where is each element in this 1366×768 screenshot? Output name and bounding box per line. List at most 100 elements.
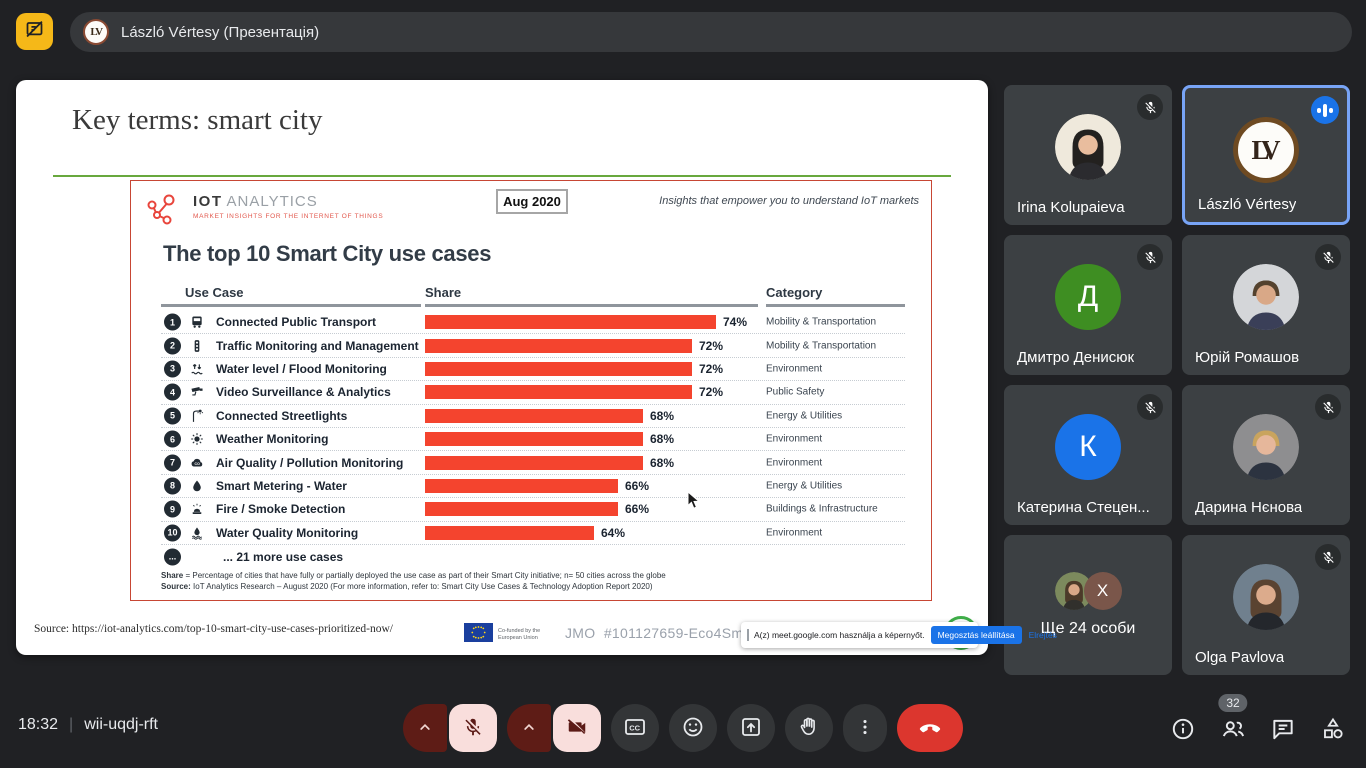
participant-tile[interactable]: К Катерина Стецен...: [1004, 385, 1172, 525]
col-category: Category: [766, 285, 823, 300]
chat-panel-button[interactable]: [1270, 716, 1296, 742]
avatar: [1233, 264, 1299, 330]
svg-text:CO: CO: [195, 462, 201, 466]
water-quality-icon: [190, 526, 204, 540]
more-participants-tile[interactable]: X Ще 24 особи: [1004, 535, 1172, 675]
share-value: 68%: [650, 408, 675, 423]
reactions-button[interactable]: [669, 704, 717, 752]
use-case-label: Water level / Flood Monitoring: [216, 361, 387, 376]
presenter-pill[interactable]: LV László Vértesy (Презентація): [70, 12, 1352, 52]
participant-tile[interactable]: Юрій Ромашов: [1182, 235, 1350, 375]
more-options-button[interactable]: [843, 704, 887, 752]
category-label: Energy & Utilities: [766, 480, 843, 492]
meeting-panels: 32: [1170, 694, 1346, 742]
meeting-code: wii-uqdj-rft: [84, 716, 158, 733]
use-case-label: Air Quality / Pollution Monitoring: [216, 455, 404, 470]
camera-off-icon: [566, 716, 588, 741]
avatar: LV: [1233, 117, 1299, 183]
share-bar: [425, 338, 692, 353]
iot-analytics-chart: IOT ANALYTICS MARKET INSIGHTS FOR THE INT…: [130, 180, 932, 601]
weather-icon: [190, 432, 204, 446]
category-label: Environment: [766, 457, 823, 469]
activities-button[interactable]: [1320, 716, 1346, 742]
screen-share-notification: A(z) meet.google.com használja a képerny…: [741, 622, 1057, 648]
hand-icon: [797, 715, 821, 742]
use-case-label: Water Quality Monitoring: [216, 525, 359, 540]
project-reference: JMO #101127659-Eco4Smart: [565, 625, 761, 641]
mic-muted-button[interactable]: [449, 704, 497, 752]
camera-off-button[interactable]: [553, 704, 601, 752]
clock: 18:32: [18, 716, 59, 733]
use-case-label: Fire / Smoke Detection: [216, 502, 346, 517]
participant-tile[interactable]: Olga Pavlova: [1182, 535, 1350, 675]
rank-badge: 1: [164, 313, 181, 331]
category-label: Environment: [766, 433, 823, 445]
more-vert-icon: [854, 716, 876, 741]
captions-button[interactable]: CC: [611, 704, 659, 752]
mic-off-icon: [1137, 94, 1163, 120]
category-label: Public Safety: [766, 386, 825, 398]
share-bar: [425, 361, 692, 376]
rank-badge: 10: [164, 524, 181, 542]
raise-hand-button[interactable]: [785, 704, 833, 752]
air-quality-icon: CO: [190, 456, 204, 470]
eu-funding-label: Co-funded by the European Union: [498, 628, 541, 641]
chart-footnotes: Share = Percentage of cities that have f…: [161, 571, 666, 591]
shared-slide: Key terms: smart city IOT ANALYTICS MARKE…: [16, 80, 988, 655]
share-bar: [425, 525, 594, 540]
share-value: 64%: [601, 525, 626, 540]
rank-badge: 4: [164, 383, 181, 401]
avatar: К: [1055, 414, 1121, 480]
participants-count-badge: 32: [1218, 694, 1248, 712]
meeting-details-button[interactable]: [1170, 716, 1196, 742]
use-case-label: Weather Monitoring: [216, 432, 329, 447]
share-value: 72%: [699, 338, 724, 353]
end-call-button[interactable]: [897, 704, 963, 752]
use-case-row: 9 Fire / Smoke Detection 66% Buildings & In…: [161, 498, 905, 522]
share-bar: [425, 432, 643, 447]
participant-tile[interactable]: Д Дмитро Денисюк: [1004, 235, 1172, 375]
svg-text:CC: CC: [629, 723, 640, 732]
camera-control-group: [507, 704, 601, 752]
more-use-cases-row: ... ... 21 more use cases: [161, 545, 905, 568]
rank-badge: 2: [164, 337, 181, 355]
presenter-label: László Vértesy (Презентація): [121, 23, 320, 41]
use-case-label: Connected Streetlights: [216, 408, 348, 423]
hide-notification-button[interactable]: Elrejtés: [1028, 630, 1057, 640]
slide-source: Source: https://iot-analytics.com/top-10…: [34, 623, 393, 635]
eu-funding-block: Co-funded by the European Union: [464, 623, 544, 647]
rank-badge: 8: [164, 477, 181, 495]
share-bar: [425, 478, 618, 493]
present-button[interactable]: [727, 704, 775, 752]
presentation-paused-chip[interactable]: [16, 13, 53, 50]
participant-tile[interactable]: Дарина Нєнова: [1182, 385, 1350, 525]
use-case-row: 6 Weather Monitoring 68% Environment: [161, 428, 905, 452]
brand-subtitle: MARKET INSIGHTS FOR THE INTERNET OF THIN…: [193, 213, 384, 220]
mic-off-icon: [1137, 394, 1163, 420]
rank-badge: 9: [164, 500, 181, 518]
table-header: Use Case Share Category: [161, 285, 905, 311]
meeting-info: 18:32 | wii-uqdj-rft: [18, 716, 158, 734]
share-message: A(z) meet.google.com használja a képerny…: [754, 630, 925, 640]
category-label: Buildings & Infrastructure: [766, 503, 878, 515]
drag-handle-icon[interactable]: [747, 629, 749, 641]
stop-sharing-button[interactable]: Megosztás leállítása: [930, 626, 1022, 644]
share-value: 66%: [625, 478, 650, 493]
rank-badge: 6: [164, 430, 181, 448]
brand-name: IOT ANALYTICS: [193, 193, 318, 210]
fire-alarm-icon: [190, 502, 204, 516]
date-badge: Aug 2020: [496, 189, 568, 214]
use-case-row: 7 CO Air Quality / Pollution Monitoring 68%…: [161, 451, 905, 475]
participant-name: Юрій Ромашов: [1195, 349, 1300, 366]
participants-panel-button[interactable]: 32: [1218, 694, 1248, 742]
slide-title: Key terms: smart city: [72, 104, 323, 136]
participant-tile[interactable]: LV László Vértesy: [1182, 85, 1350, 225]
presenter-avatar: LV: [83, 19, 109, 45]
use-case-row: 2 Traffic Monitoring and Management 72% Mob…: [161, 334, 905, 358]
use-case-row: 5 Connected Streetlights 68% Energy & Utili…: [161, 405, 905, 428]
use-case-label: Traffic Monitoring and Management: [216, 338, 419, 353]
avatar: [1233, 564, 1299, 630]
camera-options-button[interactable]: [507, 704, 551, 752]
participant-tile[interactable]: Irina Kolupaieva: [1004, 85, 1172, 225]
mic-options-button[interactable]: [403, 704, 447, 752]
